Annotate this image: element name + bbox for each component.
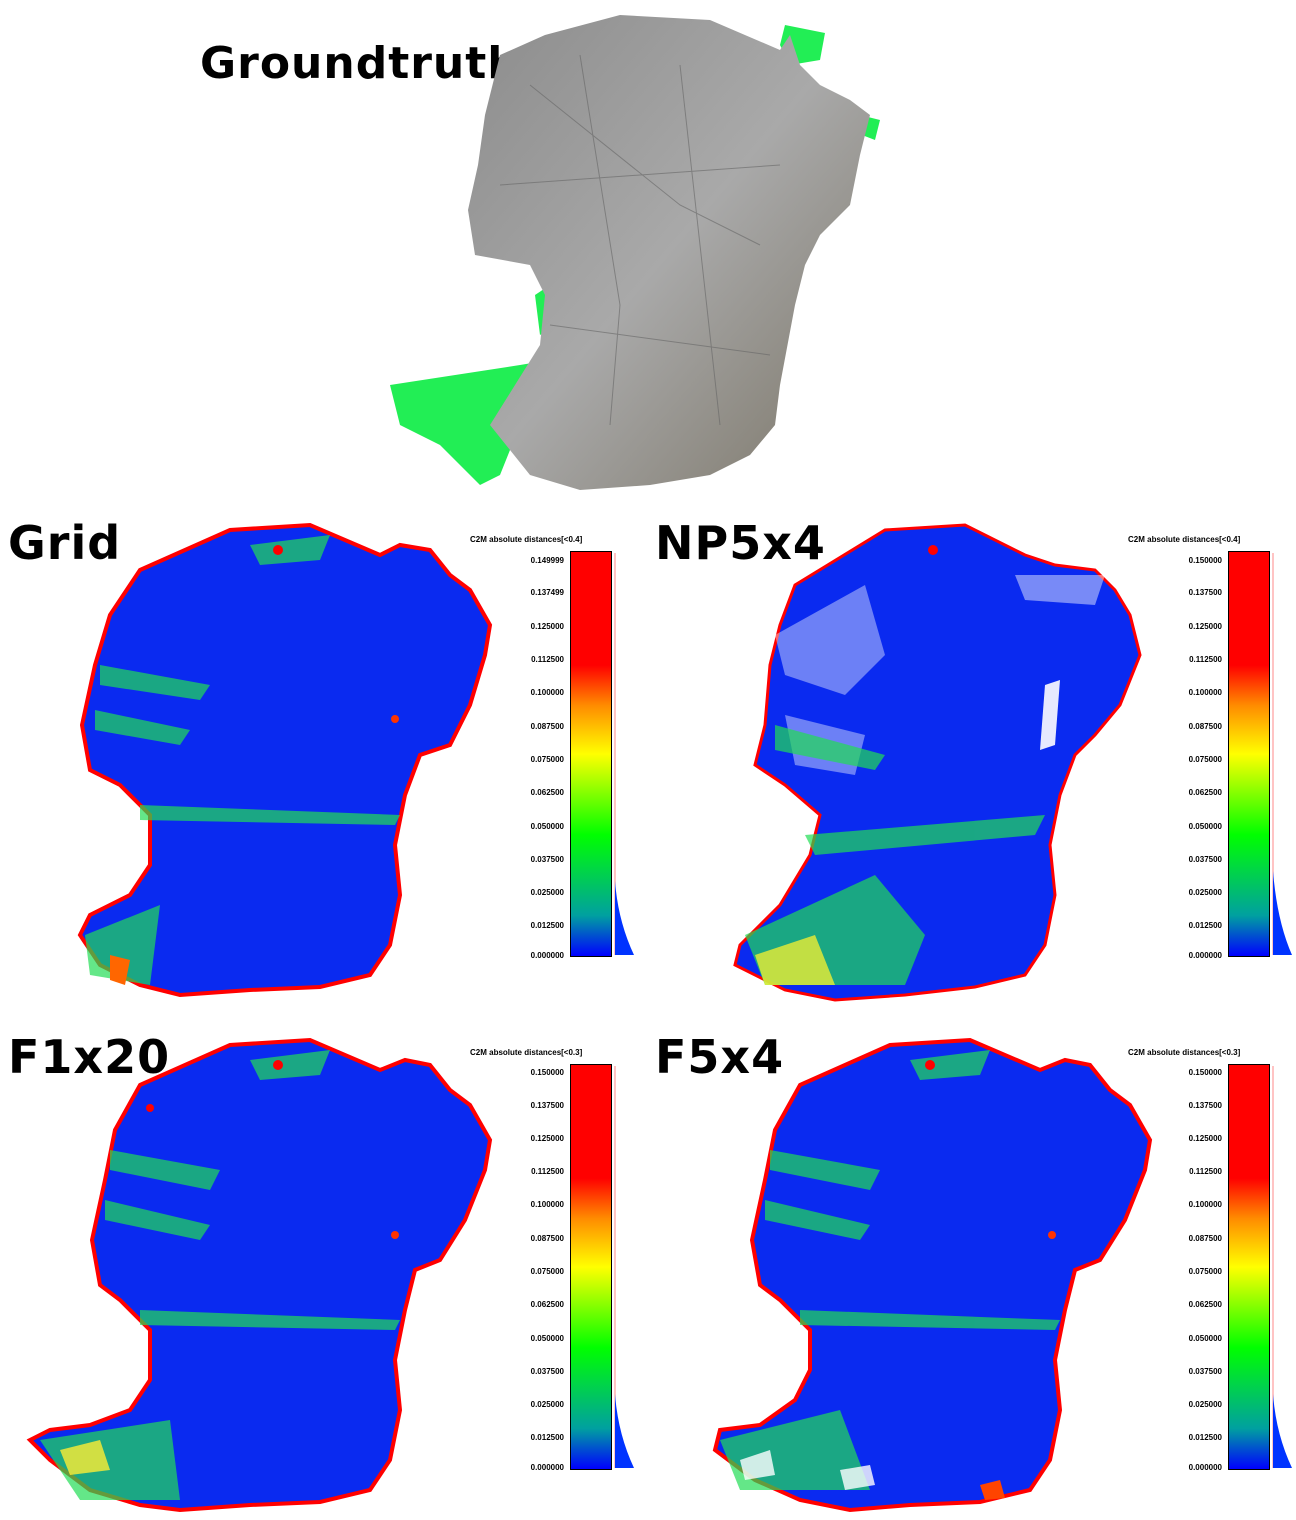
grid-tick-4: 0.100000 [530, 688, 564, 697]
f5x4-tick-7: 0.062500 [1188, 1300, 1222, 1309]
grid-tick-8: 0.050000 [530, 822, 564, 831]
f1x20-tick-11: 0.012500 [530, 1433, 564, 1442]
f1x20-tick-4: 0.100000 [530, 1200, 564, 1209]
grid-tick-7: 0.062500 [530, 788, 564, 797]
f1x20-scale-title: C2M absolute distances[<0.3] [470, 1048, 583, 1057]
f1x20-tick-8: 0.050000 [530, 1334, 564, 1343]
f1x20-tick-12: 0.000000 [530, 1463, 564, 1472]
groundtruth-title: Groundtruth [200, 38, 520, 89]
np5x4-tick-9: 0.037500 [1188, 855, 1222, 864]
grid-tick-6: 0.075000 [530, 755, 564, 764]
panel-title-f5x4: F5x4 [655, 1030, 785, 1084]
f1x20-tick-10: 0.025000 [530, 1400, 564, 1409]
f5x4-tick-8: 0.050000 [1188, 1334, 1222, 1343]
f5x4-tick-2: 0.125000 [1188, 1134, 1222, 1143]
grid-histogram [614, 553, 634, 955]
f1x20-tick-7: 0.062500 [530, 1300, 564, 1309]
f5x4-tick-6: 0.075000 [1188, 1267, 1222, 1276]
grid-colorbar [570, 551, 612, 957]
grid-scale-title: C2M absolute distances[<0.4] [470, 535, 583, 544]
np5x4-tick-6: 0.075000 [1188, 755, 1222, 764]
f5x4-histogram [1272, 1066, 1292, 1468]
grid-tick-0: 0.149999 [530, 556, 564, 565]
np5x4-distance-map [733, 523, 1142, 1002]
f5x4-tick-4: 0.100000 [1188, 1200, 1222, 1209]
f1x20-tick-9: 0.037500 [530, 1367, 564, 1376]
grid-tick-9: 0.037500 [530, 855, 564, 864]
f1x20-tick-1: 0.137500 [530, 1101, 564, 1110]
f5x4-tick-11: 0.012500 [1188, 1433, 1222, 1442]
groundtruth-image [390, 15, 880, 490]
np5x4-tick-11: 0.012500 [1188, 921, 1222, 930]
grid-tick-12: 0.000000 [530, 951, 564, 960]
np5x4-tick-8: 0.050000 [1188, 822, 1222, 831]
f1x20-histogram [614, 1066, 634, 1468]
f5x4-tick-5: 0.087500 [1188, 1234, 1222, 1243]
f5x4-tick-0: 0.150000 [1188, 1068, 1222, 1077]
grid-distance-map [77, 522, 493, 998]
f5x4-tick-12: 0.000000 [1188, 1463, 1222, 1472]
grid-tick-1: 0.137499 [530, 588, 564, 597]
np5x4-tick-10: 0.025000 [1188, 888, 1222, 897]
np5x4-tick-4: 0.100000 [1188, 688, 1222, 697]
grid-tick-3: 0.112500 [531, 655, 564, 664]
f1x20-tick-5: 0.087500 [530, 1234, 564, 1243]
gap-region-bottom-left [390, 360, 550, 485]
f1x20-tick-0: 0.150000 [530, 1068, 564, 1077]
grid-tick-2: 0.125000 [530, 622, 564, 631]
f1x20-tick-3: 0.112500 [531, 1167, 564, 1176]
f5x4-distance-map [712, 1037, 1153, 1513]
f5x4-tick-9: 0.037500 [1188, 1367, 1222, 1376]
f5x4-colorbar [1228, 1064, 1270, 1470]
np5x4-histogram [1272, 553, 1292, 955]
grid-tick-10: 0.025000 [530, 888, 564, 897]
f5x4-scale-title: C2M absolute distances[<0.3] [1128, 1048, 1241, 1057]
panel-title-np5x4: NP5x4 [655, 516, 826, 570]
grid-tick-5: 0.087500 [530, 722, 564, 731]
f5x4-tick-1: 0.137500 [1188, 1101, 1222, 1110]
f1x20-tick-6: 0.075000 [530, 1267, 564, 1276]
np5x4-tick-1: 0.137500 [1188, 588, 1222, 597]
np5x4-tick-2: 0.125000 [1188, 622, 1222, 631]
rock-surface [468, 15, 870, 490]
panel-title-f1x20: F1x20 [8, 1030, 171, 1084]
np5x4-scale-title: C2M absolute distances[<0.4] [1128, 535, 1241, 544]
np5x4-tick-3: 0.112500 [1189, 655, 1222, 664]
np5x4-colorbar [1228, 551, 1270, 957]
f1x20-colorbar [570, 1064, 612, 1470]
grid-tick-11: 0.012500 [530, 921, 564, 930]
np5x4-tick-12: 0.000000 [1188, 951, 1222, 960]
f5x4-tick-10: 0.025000 [1188, 1400, 1222, 1409]
np5x4-tick-7: 0.062500 [1188, 788, 1222, 797]
f1x20-distance-map [26, 1037, 493, 1513]
np5x4-tick-5: 0.087500 [1188, 722, 1222, 731]
f5x4-tick-3: 0.112500 [1189, 1167, 1222, 1176]
np5x4-tick-0: 0.150000 [1188, 556, 1222, 565]
panel-title-grid: Grid [8, 516, 122, 570]
f1x20-tick-2: 0.125000 [530, 1134, 564, 1143]
